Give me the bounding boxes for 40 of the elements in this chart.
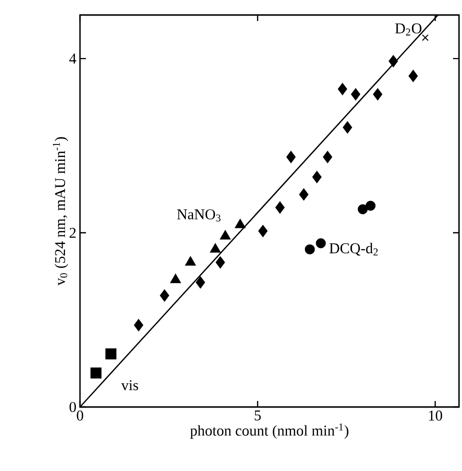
x-tick-label: 0 — [76, 410, 84, 421]
x-tick-label: 5 — [254, 410, 261, 420]
point — [388, 55, 398, 68]
point — [312, 171, 322, 184]
point — [196, 276, 206, 288]
point — [351, 88, 360, 100]
point — [373, 88, 382, 100]
annotation: vis — [121, 380, 138, 390]
point — [299, 188, 308, 200]
point — [358, 204, 368, 214]
point — [170, 274, 181, 284]
point — [216, 256, 225, 268]
point — [275, 202, 285, 214]
point — [258, 225, 268, 238]
point — [286, 150, 296, 163]
point — [316, 238, 326, 248]
x-axis-title: photon count (nmol min$^{-1}$) — [190, 423, 348, 439]
annotation: DCQ-d$_{2}$ — [329, 242, 378, 256]
point — [408, 70, 418, 82]
point — [422, 34, 429, 41]
x-tick-label: 10 — [429, 410, 442, 421]
y-tick-label: 2 — [70, 228, 76, 238]
point — [304, 244, 315, 254]
point — [185, 256, 196, 266]
y-axis-title: v$_{0}$ (524 nm, mAU min$^{-1}$) — [52, 137, 68, 286]
y-tick-label: 4 — [69, 54, 76, 64]
point — [160, 289, 170, 302]
point — [234, 218, 246, 228]
point — [322, 150, 332, 163]
point — [366, 200, 376, 211]
point — [90, 368, 102, 379]
annotation: D$_{2}$O — [395, 23, 422, 36]
point — [134, 319, 144, 332]
point — [105, 348, 116, 360]
point — [210, 243, 221, 253]
point — [338, 83, 348, 96]
point — [220, 230, 231, 240]
point — [342, 121, 352, 134]
y-tick-label: 0 — [70, 402, 76, 412]
annotation: NaNO$_{3}$ — [177, 209, 220, 222]
